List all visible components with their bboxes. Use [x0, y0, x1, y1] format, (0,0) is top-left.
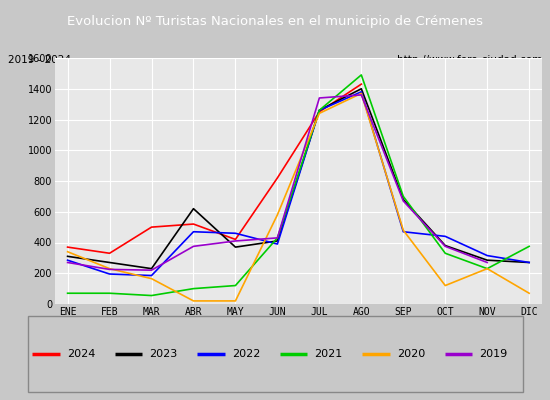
2024: [316, 110, 323, 114]
2020: [358, 91, 365, 96]
2024: [232, 237, 239, 242]
2022: [316, 108, 323, 113]
2019: [274, 236, 280, 240]
2020: [190, 298, 197, 303]
2023: [190, 206, 197, 211]
2019: [64, 260, 71, 265]
Text: http://www.foro-ciudad.com: http://www.foro-ciudad.com: [397, 55, 542, 65]
2020: [64, 249, 71, 254]
Line: 2020: 2020: [68, 93, 529, 301]
Text: 2020: 2020: [397, 349, 425, 359]
2020: [442, 283, 449, 288]
2020: [106, 266, 113, 271]
2021: [232, 283, 239, 288]
Text: 2021: 2021: [315, 349, 343, 359]
Text: 2019 - 2024: 2019 - 2024: [8, 55, 71, 65]
Text: 2019: 2019: [480, 349, 508, 359]
2021: [64, 291, 71, 296]
2022: [148, 273, 155, 278]
2022: [484, 253, 491, 258]
2021: [442, 251, 449, 256]
Text: 2022: 2022: [232, 349, 261, 359]
2022: [106, 272, 113, 276]
2019: [148, 268, 155, 272]
2024: [106, 251, 113, 256]
Text: 2023: 2023: [150, 349, 178, 359]
2021: [316, 108, 323, 113]
Line: 2019: 2019: [68, 95, 487, 270]
2023: [106, 260, 113, 265]
2024: [274, 176, 280, 180]
Line: 2024: 2024: [68, 84, 361, 253]
2019: [442, 244, 449, 249]
2020: [232, 298, 239, 303]
2021: [400, 194, 406, 199]
2024: [64, 245, 71, 250]
2023: [526, 260, 532, 265]
2023: [358, 86, 365, 91]
2023: [274, 238, 280, 243]
Text: 2024: 2024: [67, 349, 96, 359]
2024: [148, 225, 155, 230]
2021: [106, 291, 113, 296]
2021: [358, 72, 365, 77]
2021: [148, 293, 155, 298]
2019: [358, 92, 365, 97]
2020: [148, 276, 155, 281]
2020: [316, 111, 323, 116]
2020: [526, 291, 532, 296]
Line: 2022: 2022: [68, 92, 529, 276]
2023: [64, 254, 71, 259]
2021: [274, 236, 280, 240]
2023: [442, 243, 449, 248]
2020: [274, 212, 280, 217]
2019: [106, 267, 113, 272]
2022: [190, 229, 197, 234]
Text: Evolucion Nº Turistas Nacionales en el municipio de Crémenes: Evolucion Nº Turistas Nacionales en el m…: [67, 14, 483, 28]
2022: [232, 231, 239, 236]
2023: [148, 266, 155, 271]
2020: [484, 266, 491, 271]
2023: [232, 245, 239, 250]
2021: [190, 286, 197, 291]
Line: 2021: 2021: [68, 75, 529, 296]
2023: [484, 258, 491, 262]
2022: [526, 260, 532, 265]
Line: 2023: 2023: [68, 89, 529, 269]
2022: [64, 258, 71, 262]
2022: [400, 229, 406, 234]
2021: [526, 244, 532, 249]
2019: [484, 260, 491, 265]
2019: [190, 244, 197, 249]
2023: [400, 197, 406, 202]
2019: [316, 96, 323, 100]
2023: [316, 108, 323, 113]
2022: [358, 90, 365, 94]
2020: [400, 228, 406, 232]
2019: [232, 238, 239, 243]
2024: [358, 82, 365, 86]
2022: [274, 242, 280, 246]
2019: [400, 198, 406, 203]
2024: [190, 222, 197, 226]
2021: [484, 266, 491, 271]
2022: [442, 234, 449, 239]
